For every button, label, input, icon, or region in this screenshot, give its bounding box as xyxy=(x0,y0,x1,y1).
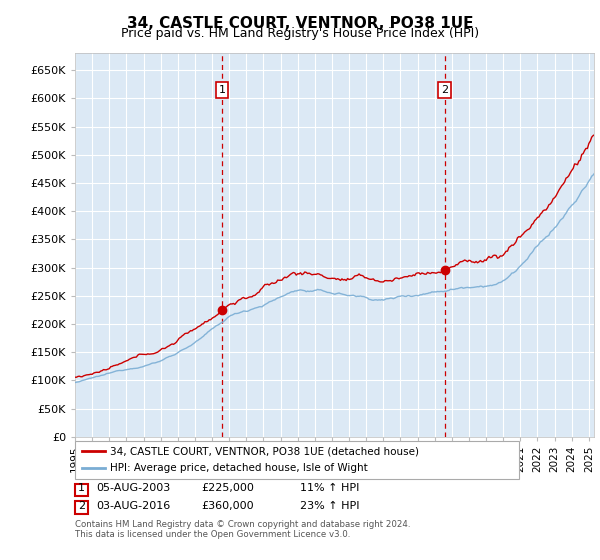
Text: 03-AUG-2016: 03-AUG-2016 xyxy=(96,501,170,511)
Text: 2: 2 xyxy=(441,85,448,95)
Text: 1: 1 xyxy=(218,85,226,95)
Text: 11% ↑ HPI: 11% ↑ HPI xyxy=(300,483,359,493)
Text: Price paid vs. HM Land Registry's House Price Index (HPI): Price paid vs. HM Land Registry's House … xyxy=(121,27,479,40)
Text: £225,000: £225,000 xyxy=(201,483,254,493)
Text: 05-AUG-2003: 05-AUG-2003 xyxy=(96,483,170,493)
Text: 2: 2 xyxy=(78,501,85,511)
Text: 34, CASTLE COURT, VENTNOR, PO38 1UE (detached house): 34, CASTLE COURT, VENTNOR, PO38 1UE (det… xyxy=(110,446,419,456)
Text: Contains HM Land Registry data © Crown copyright and database right 2024.
This d: Contains HM Land Registry data © Crown c… xyxy=(75,520,410,539)
Text: 34, CASTLE COURT, VENTNOR, PO38 1UE: 34, CASTLE COURT, VENTNOR, PO38 1UE xyxy=(127,16,473,31)
Text: HPI: Average price, detached house, Isle of Wight: HPI: Average price, detached house, Isle… xyxy=(110,463,368,473)
Text: £360,000: £360,000 xyxy=(201,501,254,511)
Text: 23% ↑ HPI: 23% ↑ HPI xyxy=(300,501,359,511)
Text: 1: 1 xyxy=(78,483,85,493)
